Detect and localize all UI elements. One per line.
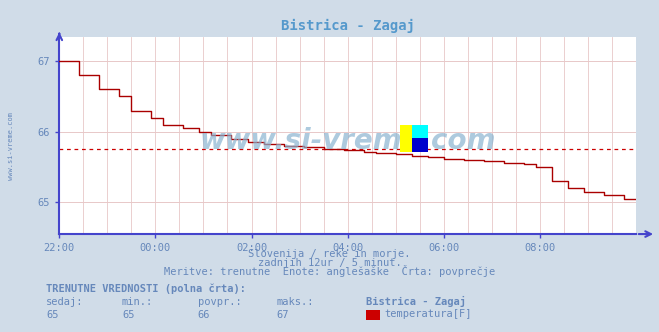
Text: 67: 67 — [277, 310, 289, 320]
Text: www.si-vreme.com: www.si-vreme.com — [8, 112, 14, 180]
Text: maks.:: maks.: — [277, 297, 314, 307]
Text: povpr.:: povpr.: — [198, 297, 241, 307]
Bar — [413, 138, 428, 151]
Text: 65: 65 — [122, 310, 134, 320]
Text: Bistrica - Zagaj: Bistrica - Zagaj — [366, 296, 466, 307]
Text: sedaj:: sedaj: — [46, 297, 84, 307]
Text: www.si-vreme.com: www.si-vreme.com — [200, 127, 496, 155]
Bar — [413, 125, 428, 139]
Text: 66: 66 — [198, 310, 210, 320]
Text: zadnjih 12ur / 5 minut.: zadnjih 12ur / 5 minut. — [258, 258, 401, 268]
Bar — [399, 125, 413, 151]
Text: min.:: min.: — [122, 297, 153, 307]
Title: Bistrica - Zagaj: Bistrica - Zagaj — [281, 18, 415, 33]
Text: temperatura[F]: temperatura[F] — [384, 309, 472, 319]
Text: 65: 65 — [46, 310, 59, 320]
Text: Slovenija / reke in morje.: Slovenija / reke in morje. — [248, 249, 411, 259]
Text: Meritve: trenutne  Enote: anglešaške  Črta: povprečje: Meritve: trenutne Enote: anglešaške Črta… — [164, 265, 495, 277]
Text: TRENUTNE VREDNOSTI (polna črta):: TRENUTNE VREDNOSTI (polna črta): — [46, 284, 246, 294]
